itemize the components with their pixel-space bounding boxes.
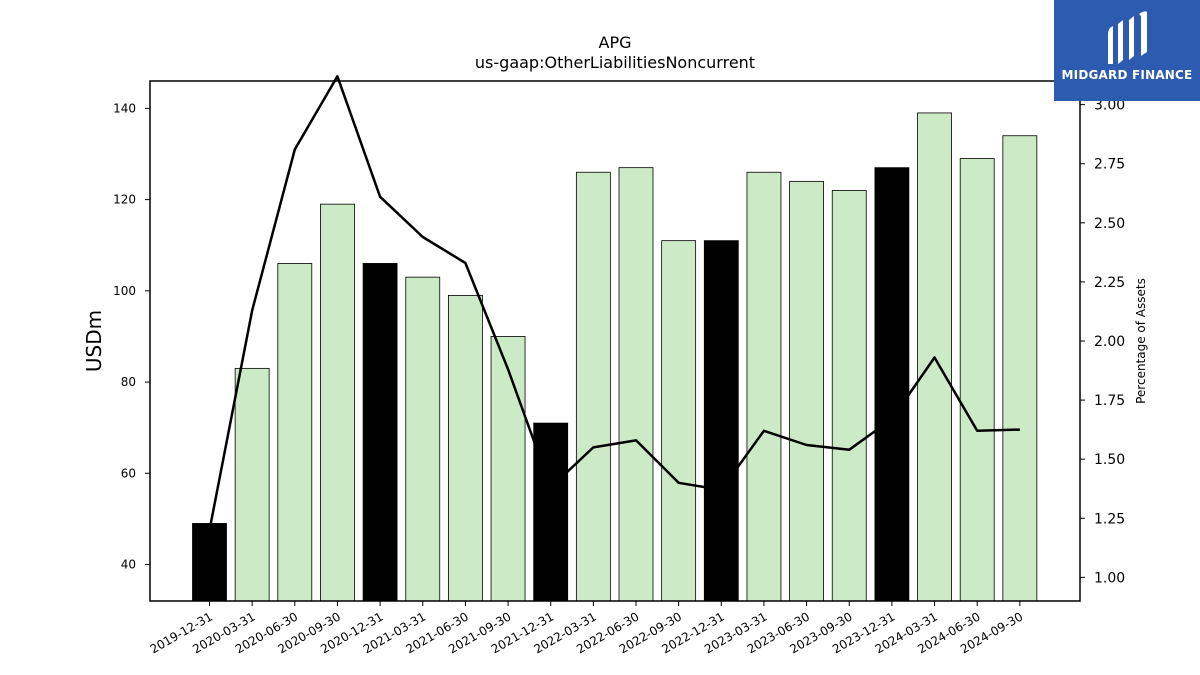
y-axis-label-left: USDm bbox=[82, 310, 106, 372]
bar-2024-09-30 bbox=[1002, 135, 1038, 602]
y-tick-label: 40 bbox=[121, 558, 136, 572]
bars-group bbox=[192, 112, 1038, 602]
bar-2021-09-30 bbox=[490, 336, 526, 602]
percentage-line bbox=[208, 75, 1020, 531]
y2-tick-label: 2.75 bbox=[1094, 157, 1125, 173]
x-axis: 2019-12-312020-03-312020-06-302020-09-30… bbox=[148, 601, 1025, 656]
bar-2020-06-30 bbox=[277, 263, 313, 602]
midgard-finance-logo: MIDGARD FINANCE bbox=[1054, 0, 1200, 101]
line-group bbox=[208, 75, 1020, 531]
bar-2022-09-30 bbox=[661, 240, 697, 602]
y-tick-label: 120 bbox=[113, 193, 136, 207]
bar-2020-09-30 bbox=[320, 203, 355, 602]
y2-tick-label: 2.25 bbox=[1094, 275, 1125, 291]
y2-tick-label: 1.50 bbox=[1094, 452, 1125, 468]
y2-tick-label: 2.00 bbox=[1094, 334, 1125, 350]
y2-tick-label: 2.50 bbox=[1094, 216, 1125, 232]
midgard-logo-icon bbox=[1108, 11, 1147, 64]
logo-brand-text: MIDGARD FINANCE bbox=[1061, 68, 1193, 82]
y-tick-label: 80 bbox=[121, 375, 136, 389]
y2-tick-label: 1.00 bbox=[1094, 570, 1125, 586]
bar-2021-03-31 bbox=[405, 276, 441, 602]
bar-2020-03-31 bbox=[234, 367, 270, 602]
y-axis-right: 1.00 1.25 1.50 1.75 2.00 2.25 2.50 2.75 3.00 bbox=[1080, 98, 1125, 586]
y-axis-label-right: Percentage of Assets bbox=[1134, 278, 1148, 404]
chart-subtitle: us-gaap:OtherLiabilitiesNoncurrent bbox=[475, 53, 755, 72]
y-axis-left: 40 60 80 100 120 140 bbox=[113, 101, 150, 572]
y-tick-label: 100 bbox=[113, 284, 136, 298]
y2-tick-label: 3.00 bbox=[1094, 98, 1125, 114]
bar-2020-12-31 bbox=[362, 263, 398, 602]
y2-tick-label: 1.25 bbox=[1094, 511, 1125, 527]
y2-tick-label: 1.75 bbox=[1094, 393, 1125, 409]
bar-2019-12-31 bbox=[192, 523, 227, 602]
y-tick-label: 60 bbox=[121, 466, 136, 480]
bar-2024-06-30 bbox=[959, 158, 995, 602]
bar-2023-06-30 bbox=[789, 180, 824, 602]
y-tick-label: 140 bbox=[113, 101, 136, 115]
chart-title: APG bbox=[599, 33, 632, 52]
bar-2021-06-30 bbox=[447, 294, 483, 602]
bar-2022-06-30 bbox=[618, 167, 654, 602]
bar-2023-09-30 bbox=[831, 190, 867, 602]
bar-2023-03-31 bbox=[746, 171, 782, 602]
bar-2022-03-31 bbox=[575, 171, 611, 602]
bar-2021-12-31 bbox=[533, 422, 569, 602]
bar-2023-12-31 bbox=[874, 167, 910, 602]
bar-2022-12-31 bbox=[703, 240, 739, 602]
